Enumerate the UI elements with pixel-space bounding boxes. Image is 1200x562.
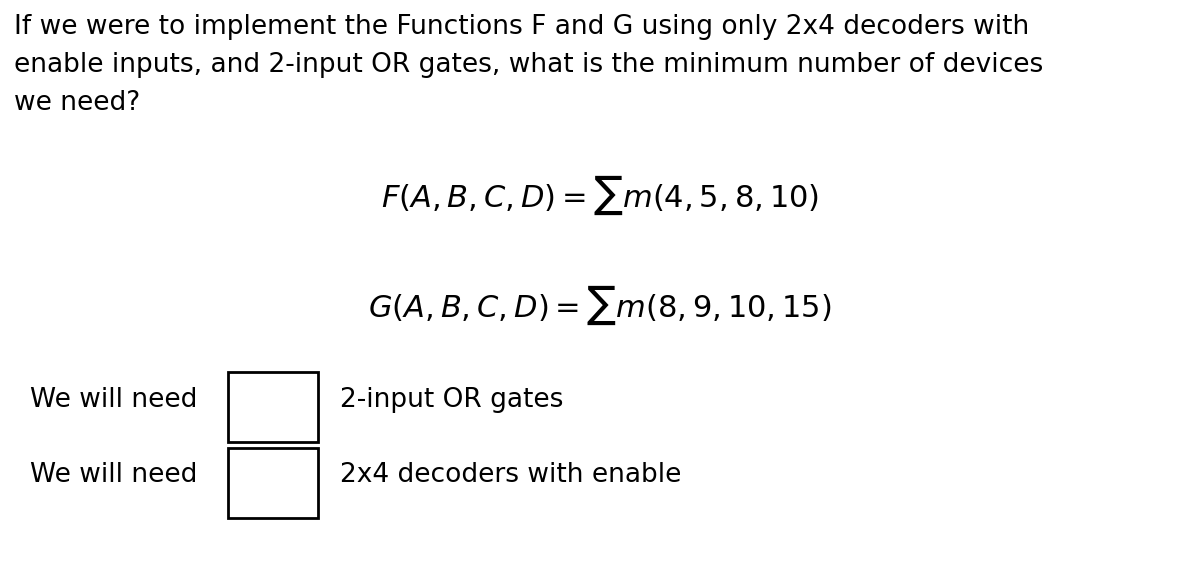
Bar — [228, 372, 318, 442]
Text: enable inputs, and 2-input OR gates, what is the minimum number of devices: enable inputs, and 2-input OR gates, wha… — [14, 52, 1043, 78]
Text: 2x4 decoders with enable: 2x4 decoders with enable — [340, 462, 682, 488]
Bar — [228, 448, 318, 518]
Text: 2-input OR gates: 2-input OR gates — [340, 387, 563, 413]
Text: we need?: we need? — [14, 90, 140, 116]
Text: $G(A, B, C, D) = \sum m(8, 9, 10, 15)$: $G(A, B, C, D) = \sum m(8, 9, 10, 15)$ — [368, 283, 832, 327]
Text: If we were to implement the Functions F and G using only 2x4 decoders with: If we were to implement the Functions F … — [14, 14, 1030, 40]
Text: We will need: We will need — [30, 387, 197, 413]
Text: We will need: We will need — [30, 462, 197, 488]
Text: $F(A, B, C, D) = \sum m(4, 5, 8, 10)$: $F(A, B, C, D) = \sum m(4, 5, 8, 10)$ — [380, 173, 820, 216]
